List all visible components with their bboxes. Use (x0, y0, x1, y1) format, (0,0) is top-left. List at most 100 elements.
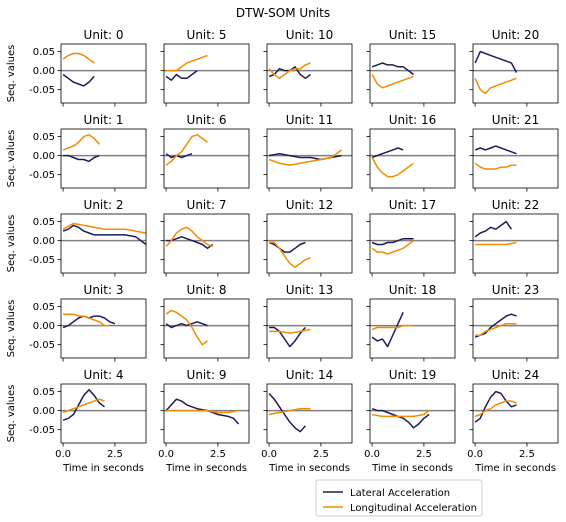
unit-panel: Unit: 4 0.05 0.00 -0.05 0.0 2.5 Time in second… (6, 368, 147, 474)
panel-title: Unit: 11 (286, 113, 334, 127)
axes-frame (472, 43, 559, 104)
series-line-lateral-acceleration (165, 69, 198, 81)
axes-frame (163, 383, 250, 444)
axes-frame (266, 298, 353, 359)
axes-frame (369, 298, 456, 359)
panel-title: Unit: 19 (389, 368, 437, 382)
series-line-longitudinal-acceleration (63, 313, 110, 327)
x-tick-label: 0.0 (158, 449, 174, 460)
unit-panel: Unit: 12 (263, 198, 353, 277)
unit-panel: Unit: 13 (263, 283, 353, 362)
unit-panel: Unit: 9 0.0 2.5 Time in seconds (158, 368, 250, 474)
panel-title: Unit: 23 (492, 283, 540, 297)
series-line-lateral-acceleration (474, 220, 513, 238)
unit-panel: Unit: 23 (469, 283, 559, 362)
unit-panel: Unit: 19 0.0 2.5 Time in seconds (364, 368, 456, 474)
axes-frame (60, 213, 147, 274)
series-line-lateral-acceleration (474, 50, 518, 73)
unit-panel: Unit: 2 0.05 0.00 -0.05 Seq. values (6, 198, 147, 277)
x-tick-label: 2.5 (107, 449, 123, 460)
x-axis-label: Time in seconds (371, 463, 453, 474)
series-line-longitudinal-acceleration (62, 133, 100, 151)
y-tick-label: 0.00 (33, 151, 55, 162)
panel-title: Unit: 1 (84, 113, 124, 127)
series-line-longitudinal-acceleration (474, 162, 517, 170)
series-line-lateral-acceleration (371, 237, 414, 246)
y-axis-label: Seq. values (6, 300, 17, 358)
panel-title: Unit: 6 (187, 113, 227, 127)
series-line-longitudinal-acceleration (166, 409, 239, 414)
y-tick-label: -0.05 (29, 340, 55, 351)
series-line-longitudinal-acceleration (371, 410, 430, 418)
axes-frame (163, 213, 250, 274)
unit-panel: Unit: 1 0.05 0.00 -0.05 Seq. values (6, 113, 147, 192)
y-axis-label: Seq. values (6, 215, 17, 273)
unit-panel: Unit: 10 (263, 28, 353, 107)
series-line-lateral-acceleration (166, 236, 214, 250)
y-tick-label: 0.00 (33, 236, 55, 247)
series-line-longitudinal-acceleration (165, 226, 213, 248)
x-axis-label: Time in seconds (474, 463, 556, 474)
unit-panel: Unit: 15 (366, 28, 456, 107)
panel-title: Unit: 5 (187, 28, 227, 42)
y-tick-label: -0.05 (29, 170, 55, 181)
series-line-lateral-acceleration (371, 62, 414, 76)
y-tick-label: 0.00 (33, 406, 55, 417)
x-tick-label: 0.0 (364, 449, 380, 460)
panel-title: Unit: 12 (286, 198, 334, 212)
x-axis-label: Time in seconds (268, 463, 350, 474)
panel-title: Unit: 20 (492, 28, 540, 42)
axes-frame (369, 213, 456, 274)
unit-panel: Unit: 20 (469, 28, 559, 107)
series-line-lateral-acceleration (474, 145, 517, 155)
x-axis-label: Time in seconds (165, 463, 247, 474)
panel-title: Unit: 21 (492, 113, 540, 127)
y-tick-label: 0.05 (33, 132, 55, 143)
y-tick-label: 0.05 (33, 387, 55, 398)
series-line-longitudinal-acceleration (474, 77, 517, 95)
unit-panel: Unit: 6 (160, 113, 250, 192)
x-tick-label: 2.5 (313, 449, 329, 460)
axes-frame (60, 298, 147, 359)
unit-panel: Unit: 7 (160, 198, 250, 277)
axes-frame (60, 128, 147, 189)
series-line-lateral-acceleration (62, 224, 147, 246)
axes-frame (266, 128, 353, 189)
panel-title: Unit: 4 (84, 368, 124, 382)
series-line-lateral-acceleration (268, 241, 306, 253)
series-line-lateral-acceleration (268, 392, 306, 433)
axes-frame (266, 383, 353, 444)
unit-panel: Unit: 21 (469, 113, 559, 192)
axes-frame (266, 213, 353, 274)
y-tick-label: 0.05 (33, 47, 55, 58)
unit-panel: Unit: 5 (160, 28, 250, 107)
series-line-lateral-acceleration (62, 73, 95, 87)
legend-label-lateral: Lateral Acceleration (350, 488, 450, 499)
panel-title: Unit: 8 (187, 283, 227, 297)
x-tick-label: 2.5 (416, 449, 432, 460)
unit-panel: Unit: 24 0.0 2.5 Time in seconds (467, 368, 559, 474)
series-line-lateral-acceleration (165, 152, 193, 159)
y-tick-label: -0.05 (29, 255, 55, 266)
series-line-longitudinal-acceleration (165, 309, 208, 346)
series-line-longitudinal-acceleration (62, 398, 105, 414)
axes-frame (472, 298, 559, 359)
legend-label-longitudinal: Longitudinal Acceleration (350, 503, 477, 514)
panel-title: Unit: 9 (187, 368, 227, 382)
legend-frame (315, 479, 483, 517)
series-line-longitudinal-acceleration (371, 74, 414, 89)
axes-frame (266, 43, 353, 104)
series-line-lateral-acceleration (63, 154, 100, 163)
series-line-longitudinal-acceleration (268, 149, 343, 166)
x-tick-label: 0.0 (467, 449, 483, 460)
series-line-longitudinal-acceleration (371, 157, 414, 178)
series-line-longitudinal-acceleration (268, 62, 311, 80)
y-tick-label: 0.00 (33, 66, 55, 77)
series-line-longitudinal-acceleration (269, 241, 311, 269)
unit-panel: Unit: 14 0.0 2.5 Time in seconds (261, 368, 353, 474)
y-tick-label: 0.00 (33, 321, 55, 332)
series-line-longitudinal-acceleration (371, 240, 414, 255)
axes-frame (60, 43, 147, 104)
series-line-longitudinal-acceleration (371, 324, 414, 331)
unit-panel: Unit: 8 (160, 283, 250, 362)
